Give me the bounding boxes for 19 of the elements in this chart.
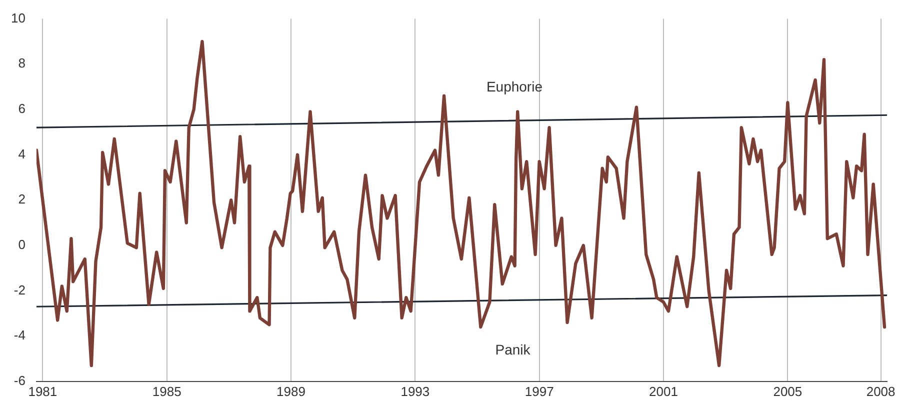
y-tick-label: 2	[18, 192, 26, 207]
y-tick-label: 10	[10, 10, 26, 26]
y-tick-label: 8	[18, 56, 26, 71]
y-tick-label: 0	[18, 237, 26, 252]
x-tick-label: 1981	[28, 384, 58, 399]
x-tick-label: 1989	[276, 384, 306, 399]
x-tick-label: 2008	[866, 384, 896, 399]
y-tick-label: -6	[14, 372, 26, 388]
annotation: Euphorie	[486, 78, 543, 95]
x-tick-label: 1993	[400, 384, 430, 399]
y-tick-label: -2	[14, 282, 26, 298]
x-tick-label: 2005	[773, 384, 802, 399]
y-tick-label: 4	[18, 146, 26, 162]
y-tick-label: -4	[14, 328, 26, 343]
x-tick-label: 1985	[152, 384, 182, 399]
x-tick-label: 2001	[649, 384, 678, 399]
x-tick-label: 1997	[524, 384, 554, 399]
y-tick-label: 6	[18, 101, 26, 116]
annotation: Panik	[495, 341, 532, 358]
